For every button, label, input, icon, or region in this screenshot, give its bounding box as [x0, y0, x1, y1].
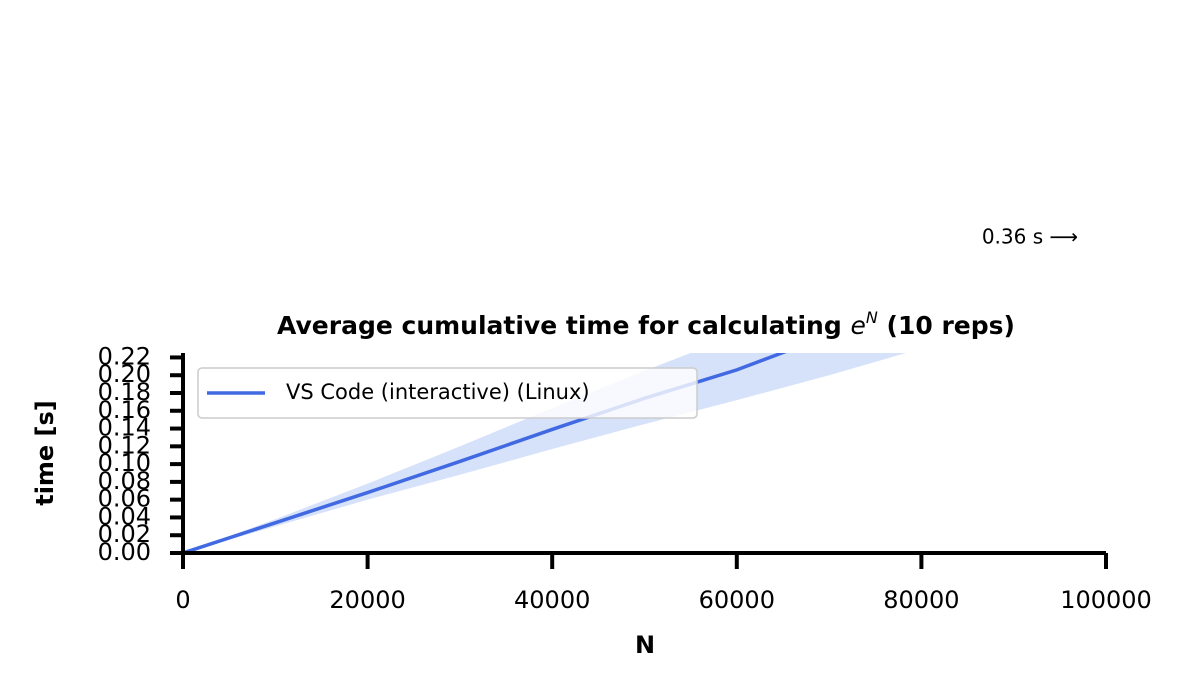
y-tick-label: 0.14 — [98, 414, 151, 442]
x-axis-label: N — [635, 631, 655, 659]
confidence-band — [183, 353, 907, 553]
plot-area — [183, 353, 907, 553]
legend-box — [197, 367, 698, 419]
title-math: e — [850, 311, 865, 340]
y-tick-label: 0.18 — [98, 378, 151, 406]
x-tick-label: 20000 — [329, 586, 405, 614]
title-superscript: N — [866, 308, 878, 327]
y-tick-label: 0.08 — [98, 467, 151, 495]
chart-title: Average cumulative time for calculating … — [277, 302, 1015, 340]
y-tick-label: 0.00 — [98, 538, 151, 566]
axes: 0 20000 40000 60000 80000 1000000.000.020.040… — [98, 342, 1152, 614]
y-tick-label: 0.20 — [98, 360, 151, 388]
y-tick-label: 0.12 — [98, 431, 151, 459]
x-tick-label: 60000 — [699, 586, 775, 614]
x-tick-label: 80000 — [883, 586, 959, 614]
y-tick-label: 0.22 — [98, 342, 151, 370]
legend: VS Code (interactive) (Linux) — [197, 367, 698, 419]
x-tick-label: 100000 — [1060, 586, 1152, 614]
title-text: (10 reps) — [887, 311, 1015, 340]
title-text: Average cumulative time for calculating — [277, 311, 842, 340]
annotation: 0.36 s ⟶ — [982, 225, 1078, 249]
y-tick-label: 0.04 — [98, 502, 151, 530]
x-tick-label: 40000 — [514, 586, 590, 614]
y-tick-label: 0.02 — [98, 520, 151, 548]
x-tick-label: 0 — [175, 586, 190, 614]
y-axis-label: time [s] — [31, 400, 59, 506]
y-tick-label: 0.10 — [98, 449, 151, 477]
y-tick-label: 0.16 — [98, 396, 151, 424]
y-tick-label: 0.06 — [98, 485, 151, 513]
legend-label: VS Code (interactive) (Linux) — [286, 380, 590, 404]
